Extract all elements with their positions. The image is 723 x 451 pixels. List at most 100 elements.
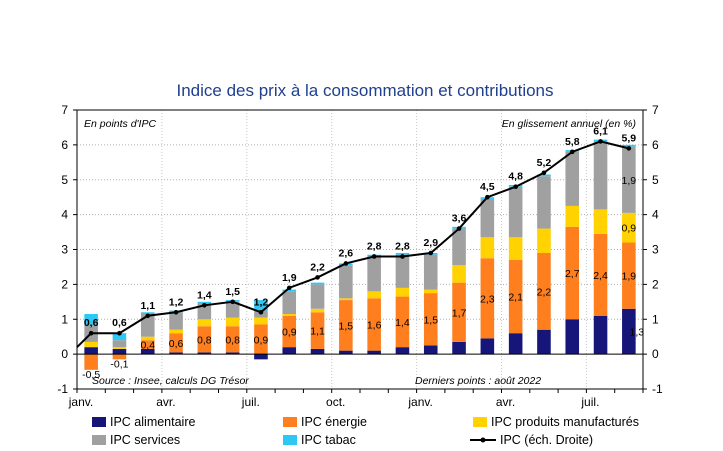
bar-manufactures	[169, 329, 183, 334]
left-tick-label: 4	[61, 208, 68, 222]
bar-services	[367, 256, 381, 292]
ipc-line-point	[456, 226, 462, 231]
gridlines	[76, 110, 643, 389]
bar-energie	[565, 226, 580, 320]
bar-services	[140, 314, 155, 337]
bar-manufactures	[452, 265, 466, 283]
ipc-value-label: 1,2	[169, 296, 184, 308]
legend-swatch-tabac	[283, 435, 297, 445]
legend-swatch-alimentaire	[92, 417, 106, 427]
bar-manufactures	[282, 314, 297, 316]
bar-alimentaire	[254, 354, 268, 360]
legend-swatch-manufactures	[473, 417, 487, 427]
ipc-value-label: 1,4	[197, 289, 212, 301]
left-axis-note: En points d'IPC	[84, 118, 156, 130]
ipc-value-label: 2,8	[367, 240, 382, 252]
bars	[84, 139, 636, 370]
energy-value-label: 0,8	[197, 334, 212, 346]
left-tick-label: 2	[61, 277, 68, 291]
bar-alimentaire	[367, 350, 381, 355]
chart-title: Indice des prix à la consommation et con…	[176, 81, 553, 100]
extra-value-label: 1,3	[630, 326, 645, 338]
bar-alimentaire	[112, 348, 127, 355]
legend-label-energie: IPC énergie	[301, 415, 367, 429]
ipc-value-label: 5,8	[565, 136, 580, 148]
ipc-line-point	[230, 299, 235, 305]
legend-label-tabac: IPC tabac	[301, 433, 356, 447]
last-points-note: Derniers points : août 2022	[415, 375, 541, 387]
energy-value-label: 1,4	[395, 317, 410, 329]
energy-value-label: 2,3	[480, 293, 495, 305]
legend-line-marker	[480, 437, 486, 443]
extra-value-label: 0,9	[622, 223, 637, 235]
ipc-value-label: 4,8	[508, 171, 523, 183]
axes: -1 -1 0 0 1 1 2 2 3 3 4 4 5 5 6 6 7 7 janv. avr. juil. oct. ja…	[57, 103, 663, 409]
source-note: Source : Insee, calculs DG Trésor	[92, 375, 249, 387]
bar-services	[282, 291, 297, 315]
legend-label-manufactures: IPC produits manufacturés	[491, 415, 639, 429]
ipc-line-point	[202, 303, 207, 308]
left-tick-label: 7	[61, 103, 68, 117]
bar-alimentaire	[593, 315, 608, 355]
bar-alimentaire	[84, 347, 98, 355]
bar-energie	[452, 282, 466, 342]
bar-tabac	[84, 314, 98, 325]
bar-alimentaire	[480, 338, 495, 355]
ipc-line-point	[626, 146, 632, 151]
bar-services	[339, 265, 353, 299]
bar-energie	[112, 354, 127, 360]
bar-services	[593, 141, 608, 210]
left-tick-label: 5	[61, 173, 68, 187]
ipc-line-point	[343, 261, 349, 266]
ipc-line-point	[541, 170, 547, 176]
ipc-line-point	[88, 330, 94, 336]
ipc-line-point	[400, 254, 405, 259]
energy-value-label: 0,9	[254, 334, 269, 346]
x-tick-label: avr.	[156, 395, 175, 409]
ipc-line-point	[428, 250, 434, 256]
bar-tabac	[140, 312, 155, 315]
bar-manufactures	[140, 336, 155, 341]
ipc-line-point	[569, 149, 575, 155]
left-tick-label: 0	[61, 347, 68, 361]
legend-label-services: IPC services	[110, 433, 180, 447]
ipc-value-label: 2,8	[395, 240, 410, 252]
ipc-value-label: 4,5	[480, 181, 495, 193]
ipc-line-point	[258, 309, 264, 315]
right-tick-label: 1	[652, 312, 659, 326]
ipc-line-point	[598, 139, 603, 144]
bar-alimentaire	[622, 308, 636, 355]
bar-manufactures	[339, 298, 353, 301]
legend: IPC alimentaire IPC énergie IPC produits m…	[92, 415, 639, 447]
bar-alimentaire	[140, 348, 155, 355]
bar-services	[622, 146, 636, 213]
right-tick-label: 3	[652, 243, 659, 257]
x-tick-label: oct.	[326, 395, 345, 409]
bar-alimentaire	[537, 329, 551, 355]
bar-manufactures	[622, 212, 636, 243]
ipc-line-point	[145, 313, 151, 319]
ipc-value-label: 1,9	[282, 272, 297, 284]
legend-label-ipc: IPC (éch. Droite)	[500, 433, 593, 447]
ipc-value-label: 1,2	[254, 296, 269, 308]
ipc-value-label: 1,5	[225, 286, 240, 298]
bar-tabac	[112, 333, 127, 341]
ipc-line-point	[485, 194, 490, 200]
bar-services	[225, 301, 240, 318]
energy-value-label: -0,5	[82, 369, 100, 381]
energy-value-label: 1,5	[339, 320, 354, 332]
bar-services	[197, 303, 212, 320]
bar-energie	[593, 233, 608, 316]
bar-manufactures	[508, 237, 523, 260]
bar-alimentaire	[310, 348, 325, 355]
energy-value-label: 1,5	[423, 314, 438, 326]
bar-alimentaire	[423, 345, 438, 355]
bar-energie	[367, 298, 381, 351]
bar-tabac	[282, 289, 297, 292]
data-labels: 0,6 0,6 1,1 1,2 1,4 1,5 1,2 1,9 2,2 2,6 2,8 2,8 2,9 3…	[82, 125, 644, 380]
ipc-value-label: 5,9	[622, 132, 637, 144]
bar-energie	[84, 354, 98, 370]
ipc-line-point	[117, 330, 122, 336]
legend-label-alimentaire: IPC alimentaire	[110, 415, 195, 429]
ipc-value-label: 3,6	[452, 213, 467, 225]
